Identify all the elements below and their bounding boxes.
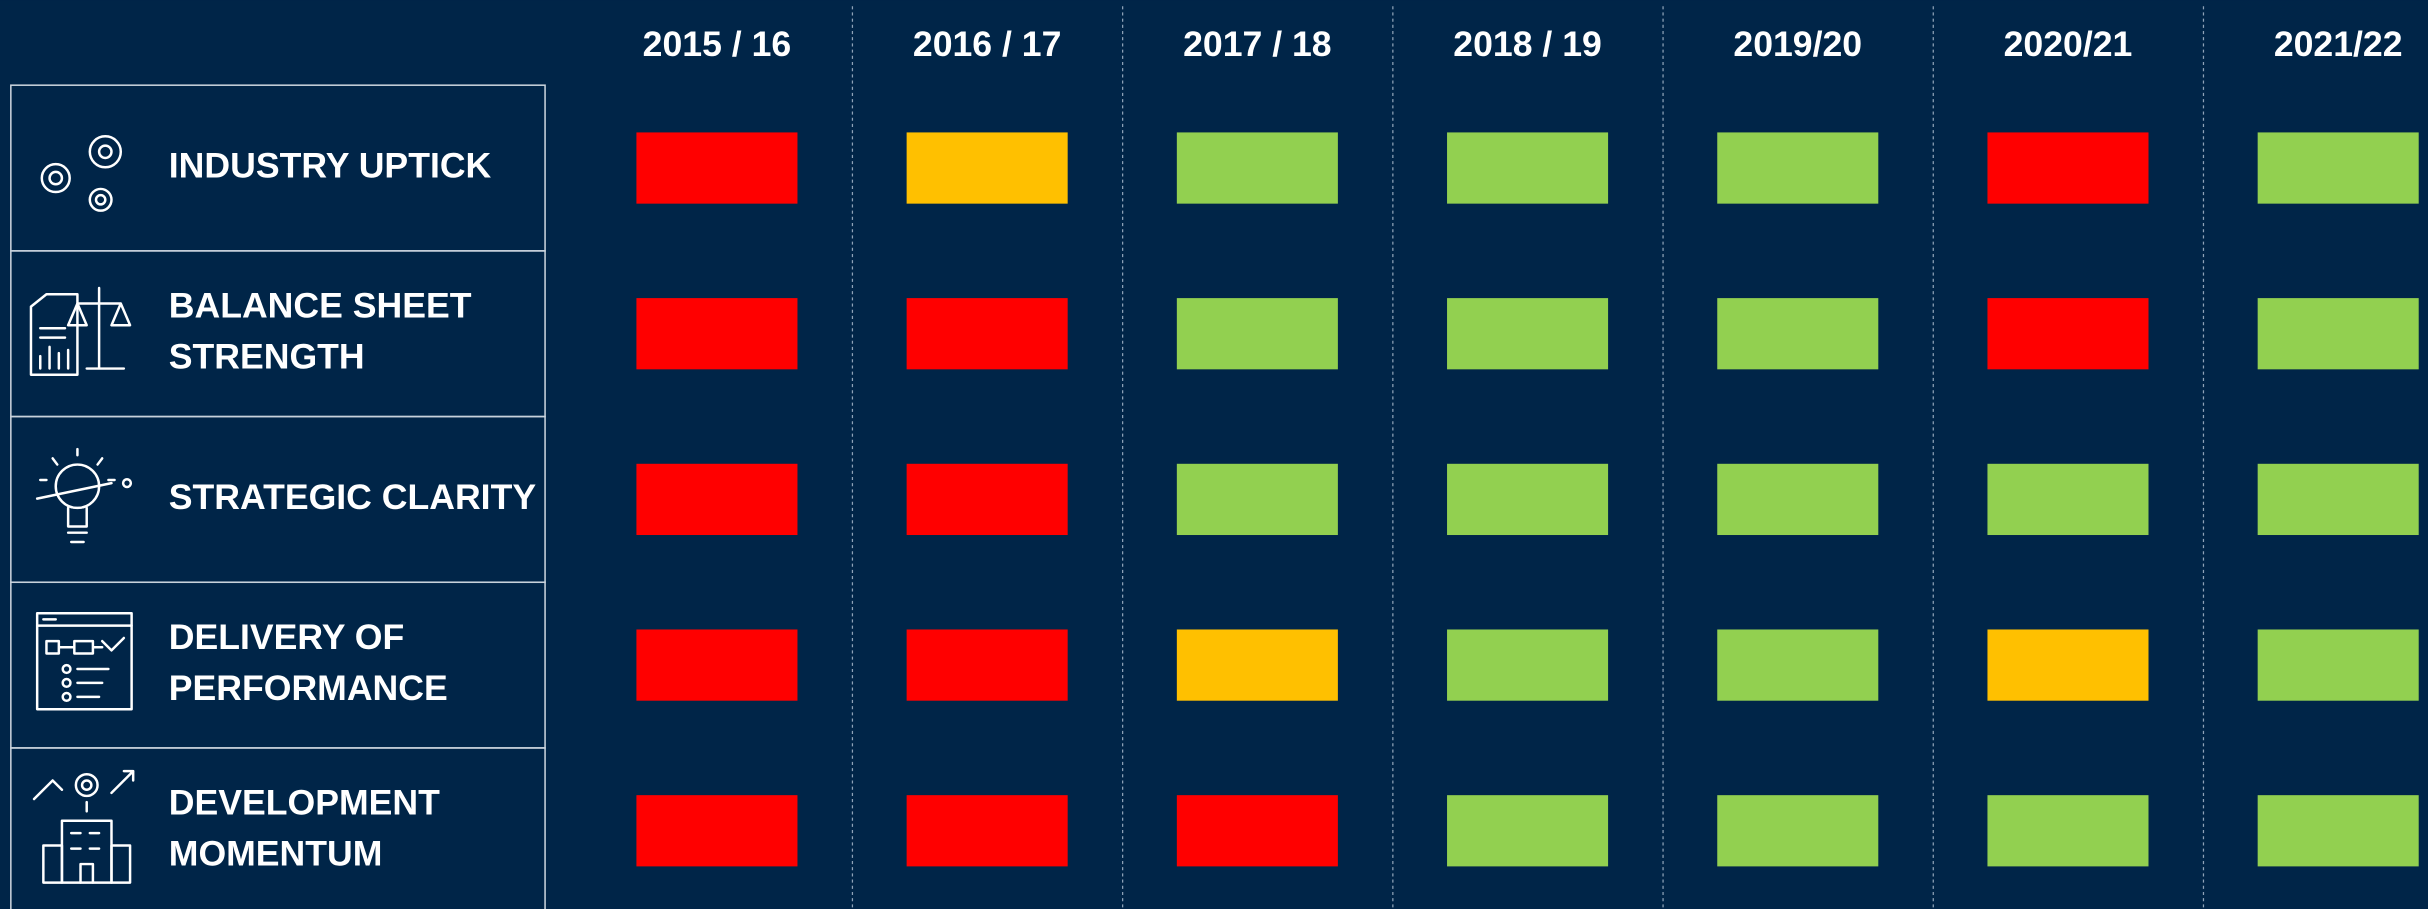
column-header: 2018 / 19: [1453, 24, 1602, 64]
status-cell: [2257, 132, 2419, 204]
row-label: BALANCE SHEET: [169, 286, 472, 326]
icon-delivery: [35, 611, 133, 711]
status-cell: [1447, 298, 1609, 370]
column-header: 2020/21: [2004, 24, 2133, 64]
row-label-box: [10, 747, 546, 909]
status-cell: [906, 132, 1068, 204]
status-cell: [636, 132, 798, 204]
status-cell: [2257, 795, 2419, 867]
status-cell: [1447, 132, 1609, 204]
status-cell: [636, 463, 798, 536]
icon-bulb: [35, 447, 133, 544]
status-cell: [1176, 463, 1338, 536]
column-header: 2019/20: [1733, 24, 1862, 64]
row-label: MOMENTUM: [169, 834, 383, 874]
row-label: STRATEGIC CLARITY: [169, 477, 537, 517]
icon-development: [32, 769, 135, 884]
status-cell: [1717, 795, 1879, 867]
status-cell: [1987, 795, 2149, 867]
status-cell: [1447, 629, 1609, 701]
row-label: DEVELOPMENT: [169, 783, 440, 823]
status-cell: [1717, 629, 1879, 701]
row-label: INDUSTRY UPTICK: [169, 145, 492, 185]
status-cell: [2257, 298, 2419, 370]
column-header: 2017 / 18: [1183, 24, 1332, 64]
status-cell: [1717, 132, 1879, 204]
row-label: DELIVERY OF: [169, 617, 404, 657]
status-cell: [1717, 298, 1879, 370]
status-cell: [906, 298, 1068, 370]
status-cell: [1176, 132, 1338, 204]
status-cell: [1176, 795, 1338, 867]
status-cell: [906, 463, 1068, 536]
status-cell: [906, 629, 1068, 701]
status-cell: [636, 298, 798, 370]
status-cell: [1717, 463, 1879, 536]
status-cell: [1176, 298, 1338, 370]
status-cell: [1987, 298, 2149, 370]
column-header: 2015 / 16: [643, 24, 792, 64]
row-label: STRENGTH: [169, 337, 365, 377]
column-header: 2021/22: [2274, 24, 2403, 64]
status-cell: [906, 795, 1068, 867]
status-cell: [1447, 795, 1609, 867]
status-cell: [1176, 629, 1338, 701]
icon-gears: [40, 135, 123, 212]
status-cell: [1447, 463, 1609, 536]
column-header: 2016 / 17: [913, 24, 1062, 64]
status-cell: [636, 795, 798, 867]
icon-balance: [29, 286, 132, 376]
status-cell: [1987, 132, 2149, 204]
status-cell: [2257, 463, 2419, 536]
row-label: PERFORMANCE: [169, 668, 448, 708]
status-cell: [2257, 629, 2419, 701]
status-cell: [1987, 629, 2149, 701]
status-cell: [1987, 463, 2149, 536]
status-cell: [636, 629, 798, 701]
